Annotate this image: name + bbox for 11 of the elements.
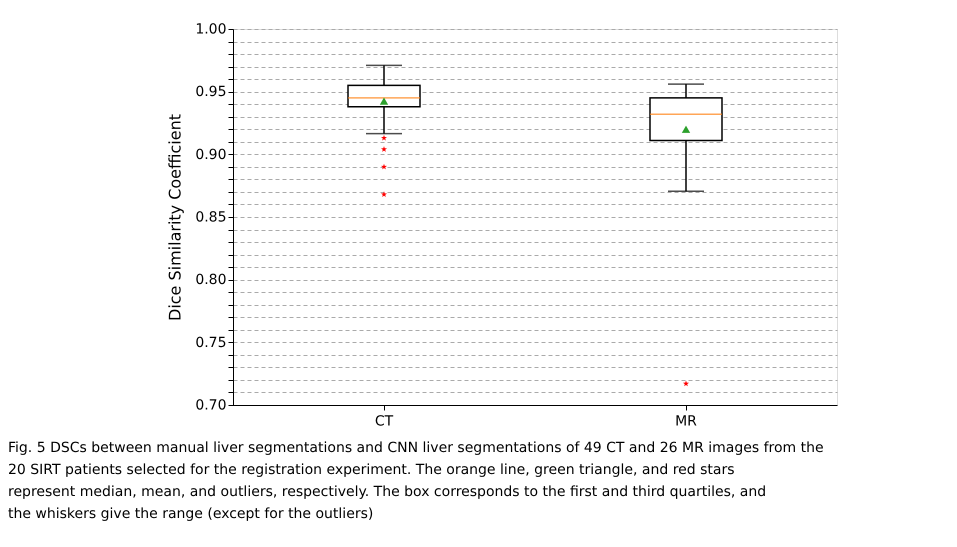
caption: Fig. 5 DSCs between manual liver segmentations and CNN liver segmentations of 49 CT and 26 MR images from the 20 SIRT patients selected for the registration experiment. The orange line, green triangle, and red stars represent median, mean, and outliers, respectively. The box corresponds to the first and third quartiles, and the whiskers give the range (except for the outliers) xyxy=(8,440,824,522)
x-tick-label: MR xyxy=(675,414,698,430)
y-tick-label: 0.95 xyxy=(195,84,226,100)
y-tick-label: 0.70 xyxy=(195,398,226,414)
y-axis-title: Dice Similarity Coefficient xyxy=(165,114,184,321)
y-tick-label: 1.00 xyxy=(195,22,226,38)
y-tick-label: 0.75 xyxy=(195,334,226,351)
y-tick-label: 0.90 xyxy=(195,146,226,163)
y-tick-label: 0.80 xyxy=(195,272,226,288)
x-tick-label: CT xyxy=(374,414,394,430)
y-tick-label: 0.85 xyxy=(195,210,226,226)
